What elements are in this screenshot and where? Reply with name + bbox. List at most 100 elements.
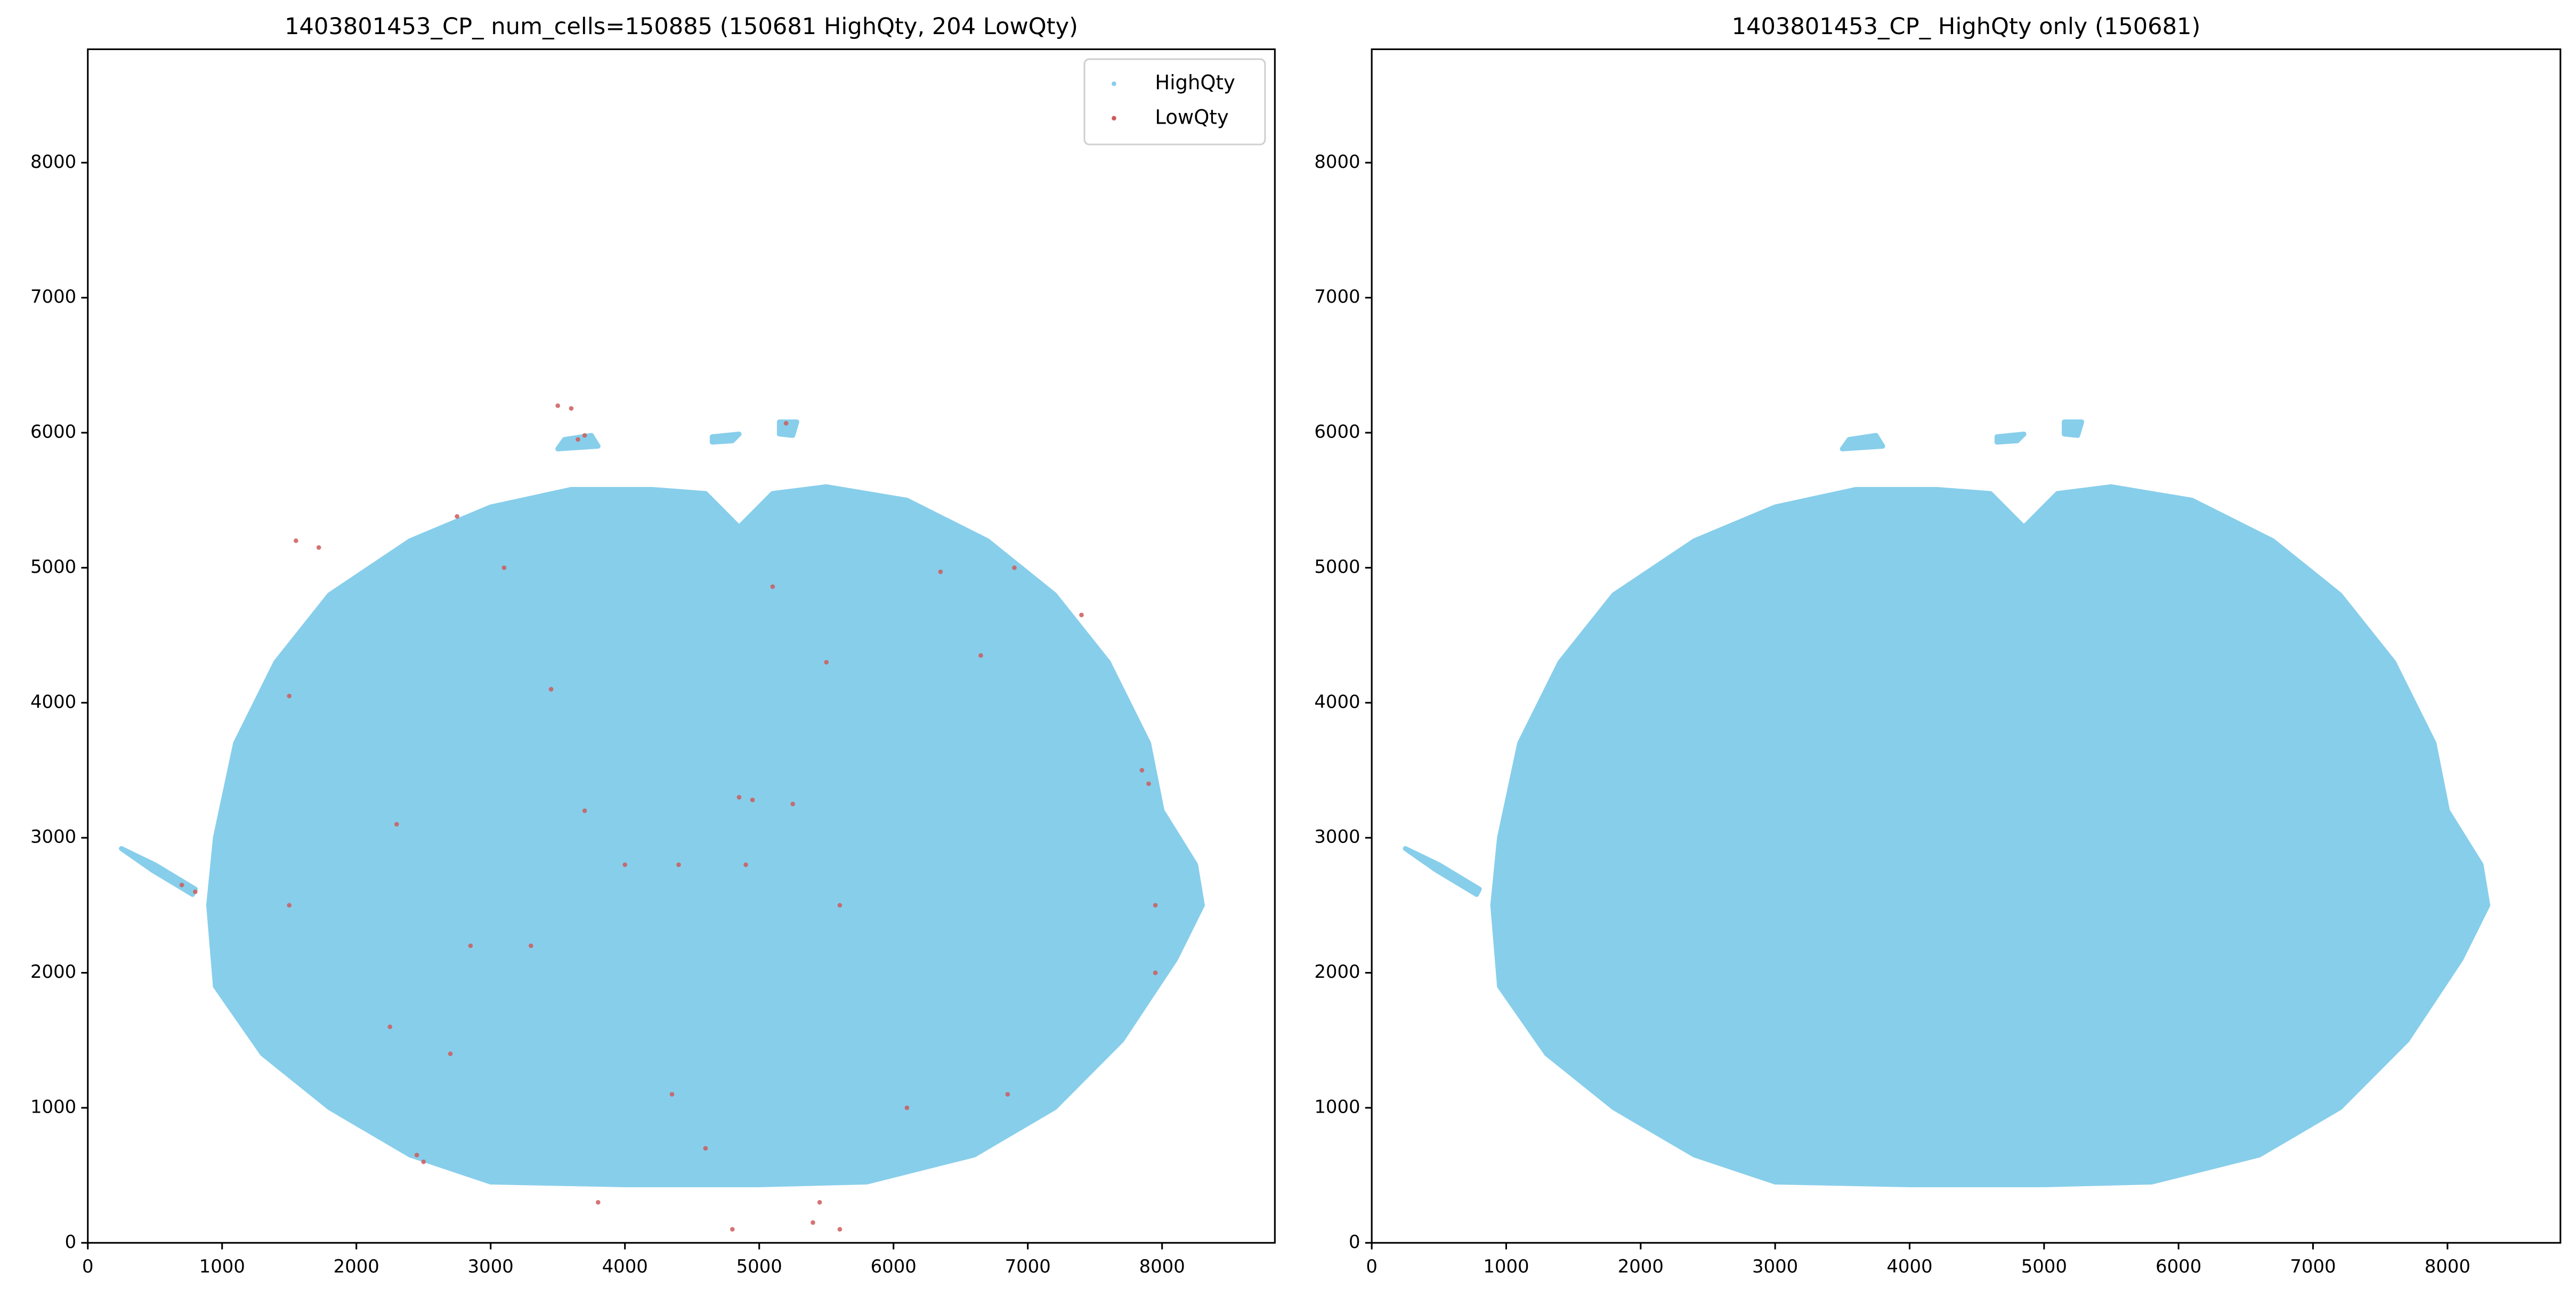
x-tick-label: 8000	[2425, 1256, 2470, 1277]
low-qty-cell	[316, 545, 321, 550]
low-qty-cell	[387, 1024, 393, 1030]
low-qty-cell	[468, 943, 473, 949]
plot-area	[1403, 419, 2491, 1187]
chart-panel: 1403801453_CP_ HighQty only (150681) 0 100…	[1314, 13, 2562, 1277]
y-tick-label: 2000	[1314, 961, 1360, 982]
x-tick-label: 7000	[2290, 1256, 2336, 1277]
y-tick-label: 6000	[1314, 421, 1360, 442]
x-tick-label: 0	[1366, 1256, 1378, 1277]
low-qty-cell	[817, 1199, 822, 1205]
low-qty-cell	[582, 433, 587, 438]
low-qty-cell	[529, 943, 533, 949]
x-tick-label: 4000	[602, 1256, 648, 1277]
low-qty-cell	[576, 437, 580, 442]
y-tick-label: 0	[65, 1231, 77, 1252]
legend-label: LowQty	[1155, 106, 1228, 128]
low-qty-cell	[824, 660, 829, 665]
low-qty-cell	[1012, 565, 1017, 570]
x-tick-label: 5000	[2021, 1256, 2067, 1277]
x-tick-label: 2000	[334, 1256, 379, 1277]
y-tick-label: 4000	[1314, 691, 1360, 712]
low-qty-cell	[448, 1051, 453, 1056]
low-qty-cell	[703, 1146, 708, 1151]
low-qty-cell	[1153, 970, 1158, 975]
low-qty-cell	[811, 1220, 815, 1225]
low-qty-cell	[978, 653, 983, 658]
x-tick-label: 1000	[199, 1256, 245, 1277]
low-qty-cell	[743, 862, 748, 868]
low-qty-cell	[1079, 612, 1084, 618]
low-qty-cell	[750, 797, 755, 802]
low-qty-cell	[736, 795, 742, 800]
low-qty-cell	[783, 420, 789, 426]
chart-panel: 1403801453_CP_ num_cells=150885 (150681 …	[30, 13, 1276, 1277]
low-qty-cell	[179, 882, 184, 888]
legend-marker	[1112, 116, 1116, 121]
low-qty-cell	[1139, 768, 1145, 773]
x-tick-label: 3000	[468, 1256, 514, 1277]
chart-title: 1403801453_CP_ HighQty only (150681)	[1732, 13, 2201, 40]
y-tick-label: 1000	[30, 1096, 76, 1117]
legend-marker	[1112, 81, 1116, 86]
low-qty-cell	[294, 538, 298, 544]
legend-label: HighQty	[1155, 71, 1235, 94]
low-qty-cell	[904, 1105, 910, 1110]
y-tick-label: 7000	[1314, 286, 1360, 307]
low-qty-cell	[596, 1199, 601, 1205]
x-tick-label: 6000	[2156, 1256, 2201, 1277]
low-qty-cell	[193, 889, 198, 894]
low-qty-cell	[394, 822, 399, 827]
low-qty-cell	[790, 801, 796, 807]
y-tick-label: 8000	[1314, 151, 1360, 172]
low-qty-cell	[770, 584, 775, 589]
low-qty-cell	[421, 1159, 426, 1164]
low-qty-cell	[1146, 781, 1151, 787]
low-qty-cell	[455, 514, 460, 519]
low-qty-cell	[837, 1227, 843, 1232]
low-qty-cell	[938, 569, 943, 574]
low-qty-cell	[1005, 1092, 1010, 1097]
low-qty-cell	[582, 808, 587, 813]
axes-frame	[87, 48, 1276, 1244]
y-tick-label: 4000	[30, 691, 76, 712]
x-tick-label: 0	[82, 1256, 94, 1277]
legend-box	[1083, 58, 1266, 145]
x-tick-label: 8000	[1139, 1256, 1185, 1277]
x-tick-label: 5000	[736, 1256, 782, 1277]
low-qty-cell	[730, 1227, 735, 1232]
y-tick-label: 2000	[30, 961, 76, 982]
low-qty-cell	[1153, 903, 1158, 908]
y-tick-label: 3000	[1314, 826, 1360, 847]
low-qty-cell	[676, 862, 681, 868]
low-qty-cell	[837, 903, 843, 908]
x-tick-label: 2000	[1618, 1256, 1664, 1277]
low-qty-cell	[501, 565, 507, 570]
y-tick-label: 8000	[30, 151, 76, 172]
low-qty-cell	[287, 693, 292, 699]
low-qty-cell	[414, 1153, 419, 1157]
chart-title: 1403801453_CP_ num_cells=150885 (150681 …	[285, 13, 1078, 40]
low-qty-cell	[548, 687, 554, 692]
y-tick-label: 6000	[30, 421, 76, 442]
y-tick-label: 3000	[30, 826, 76, 847]
y-tick-label: 1000	[1314, 1096, 1360, 1117]
x-tick-label: 3000	[1752, 1256, 1798, 1277]
low-qty-cell	[569, 406, 574, 411]
y-tick-label: 5000	[1314, 556, 1360, 577]
high-qty-cells	[1403, 419, 2491, 1187]
plot-area	[119, 403, 1205, 1232]
low-qty-cell	[669, 1092, 675, 1097]
y-tick-label: 5000	[30, 556, 76, 577]
x-tick-label: 6000	[871, 1256, 917, 1277]
low-qty-cell	[287, 903, 292, 908]
x-tick-label: 1000	[1483, 1256, 1529, 1277]
y-tick-label: 7000	[30, 286, 76, 307]
low-qty-cell	[555, 403, 561, 408]
axes-frame	[1371, 48, 2562, 1244]
low-qty-cell	[622, 862, 628, 868]
x-tick-label: 7000	[1005, 1256, 1051, 1277]
y-tick-label: 0	[1349, 1231, 1360, 1252]
x-tick-label: 4000	[1886, 1256, 1932, 1277]
